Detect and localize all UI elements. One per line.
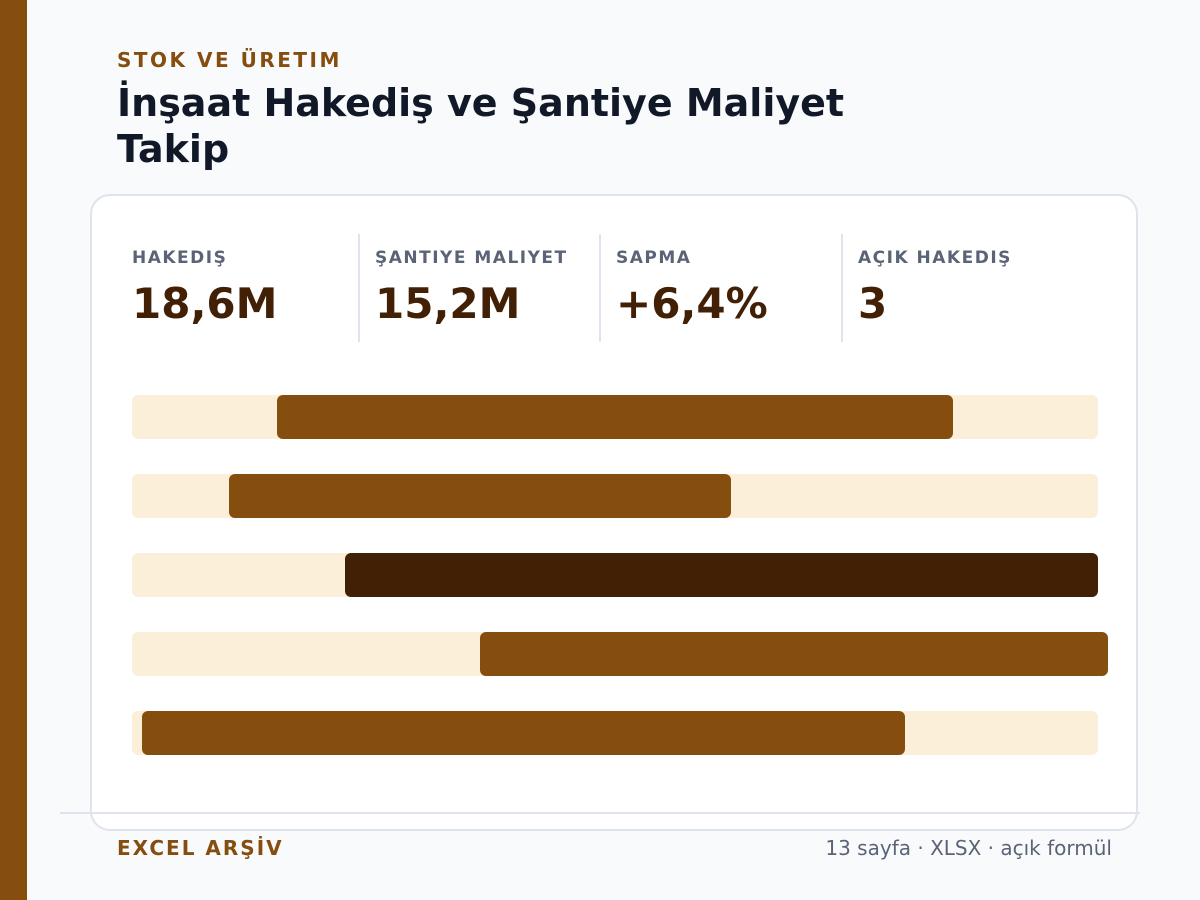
kpi-value: +6,4% [616, 279, 768, 328]
footer-brand: EXCEL ARŞİV [117, 836, 284, 860]
kpi-value: 15,2M [375, 279, 521, 328]
kpi-label: HAKEDIŞ [132, 248, 228, 268]
chart-bar [228, 474, 731, 518]
kpi-label: AÇIK HAKEDIŞ [858, 248, 1012, 268]
chart-bar [344, 553, 1098, 597]
chart-bar [479, 632, 1108, 676]
page-title: İnşaat Hakediş ve Şantiye Maliyet Takip [117, 81, 845, 171]
kpi-label: ŞANTIYE MALIYET [375, 248, 568, 268]
chart-bar [276, 395, 954, 439]
chart-bar [141, 711, 905, 755]
category-eyebrow: STOK VE ÜRETIM [117, 48, 342, 72]
left-accent-stripe [0, 0, 27, 900]
kpi-value: 18,6M [132, 279, 278, 328]
kpi-hakedis: HAKEDIŞ 18,6M [117, 234, 358, 342]
kpi-acik-hakedis: AÇIK HAKEDIŞ 3 [841, 234, 1101, 342]
footer-meta: 13 sayfa · XLSX · açık formül [825, 836, 1112, 860]
footer-divider [60, 812, 1140, 814]
kpi-label: SAPMA [616, 248, 692, 268]
kpi-value: 3 [858, 279, 888, 328]
kpi-sapma: SAPMA +6,4% [599, 234, 841, 342]
range-bar-chart [132, 395, 1108, 755]
kpi-santiye-maliyet: ŞANTIYE MALIYET 15,2M [358, 234, 599, 342]
